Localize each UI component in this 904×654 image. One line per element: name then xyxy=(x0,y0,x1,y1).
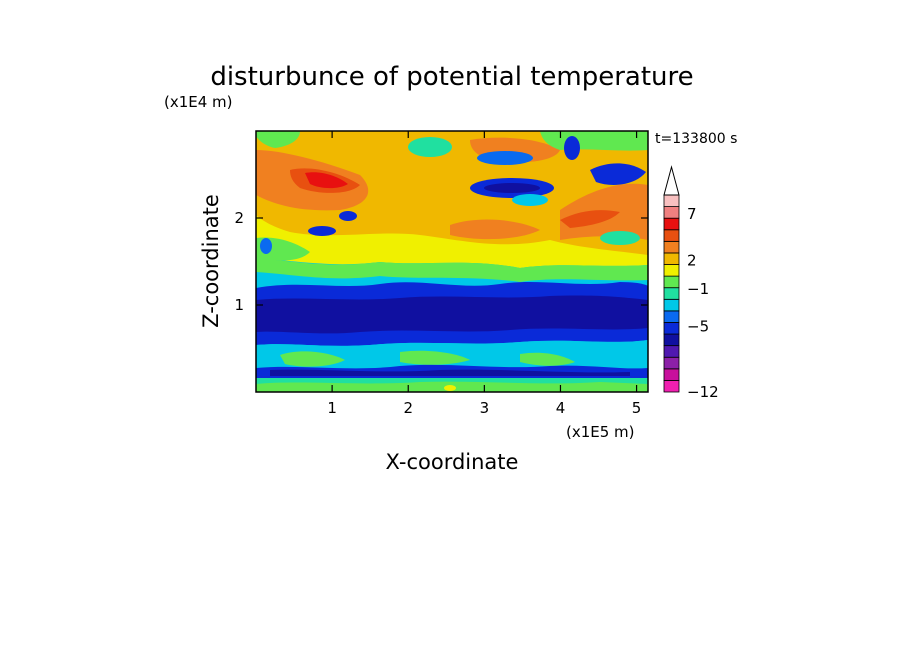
colorbar: −12−5−127 xyxy=(663,165,719,401)
lower-green-c xyxy=(520,352,575,366)
colorbar-swatch xyxy=(663,333,680,347)
y-axis-ticks: 12 xyxy=(234,209,648,314)
x-axis-ticks: 1 2 3 4 5 xyxy=(327,131,641,417)
colorbar-swatch xyxy=(663,310,680,323)
lower-green-a xyxy=(280,351,345,367)
surface-yellow-spot xyxy=(444,385,456,391)
x-tick-label: 3 xyxy=(480,399,490,417)
colorbar-swatch xyxy=(663,194,680,207)
colorbar-label: −1 xyxy=(687,280,709,298)
colorbar-swatch xyxy=(663,322,680,335)
cold-band-inner xyxy=(256,295,648,334)
cold-blob-c xyxy=(564,136,580,160)
y-axis-title: Z-coordinate xyxy=(199,194,223,328)
lower-navy-streak xyxy=(270,369,630,376)
time-label: t=133800 s xyxy=(655,131,737,147)
cyan-blob-a xyxy=(408,137,452,157)
x-tick-label: 2 xyxy=(403,399,413,417)
y-tick-label: 1 xyxy=(234,296,244,314)
hot-core-b xyxy=(305,172,348,189)
colorbar-swatch xyxy=(663,229,680,242)
cold-blob-d xyxy=(590,163,646,185)
x-unit-label: (x1E5 m) xyxy=(566,423,635,441)
colorbar-label: −12 xyxy=(687,383,719,401)
x-axis-title: X-coordinate xyxy=(386,450,519,474)
colorbar-swatch xyxy=(663,252,680,265)
heatmap-field xyxy=(256,131,648,392)
green-patch-a xyxy=(256,131,300,148)
warm-patch-d xyxy=(450,219,540,240)
colorbar-label: 2 xyxy=(687,252,697,270)
cold-blob-b xyxy=(477,151,533,165)
colorbar-swatch xyxy=(663,217,680,231)
colorbar-extend-arrow xyxy=(663,165,680,196)
cold-blob-a-core xyxy=(484,183,540,193)
colorbar-swatch xyxy=(663,298,680,312)
colorbar-swatch xyxy=(663,264,680,277)
green-patch-d xyxy=(256,258,648,282)
warm-patch-e xyxy=(560,210,620,228)
cold-blob-g xyxy=(260,238,272,254)
x-tick-label: 1 xyxy=(327,399,337,417)
colorbar-label: 7 xyxy=(687,205,697,223)
cyan-blob-b xyxy=(600,231,640,245)
y-tick-label: 2 xyxy=(234,209,244,227)
colorbar-swatch xyxy=(663,345,680,358)
cold-blob-e xyxy=(308,226,336,236)
colorbar-swatch xyxy=(663,240,680,254)
chart-title: disturbunce of potential temperature xyxy=(210,62,693,92)
colorbar-swatch xyxy=(663,287,680,300)
plot-frame xyxy=(255,130,649,393)
colorbar-label: −5 xyxy=(687,317,709,335)
y-unit-label: (x1E4 m) xyxy=(164,93,233,111)
cold-blob-f xyxy=(339,211,357,221)
colorbar-swatch xyxy=(663,380,680,393)
colorbar-swatch xyxy=(663,275,680,289)
cyan-blob-c xyxy=(512,194,548,206)
x-tick-label: 5 xyxy=(632,399,642,417)
colorbar-swatch xyxy=(663,206,680,219)
lower-green-b xyxy=(400,350,470,365)
x-tick-label: 4 xyxy=(556,399,566,417)
colorbar-swatch xyxy=(663,356,680,370)
colorbar-swatch xyxy=(663,368,680,381)
upper-band-orange xyxy=(256,131,648,255)
green-patch-b xyxy=(540,131,648,151)
